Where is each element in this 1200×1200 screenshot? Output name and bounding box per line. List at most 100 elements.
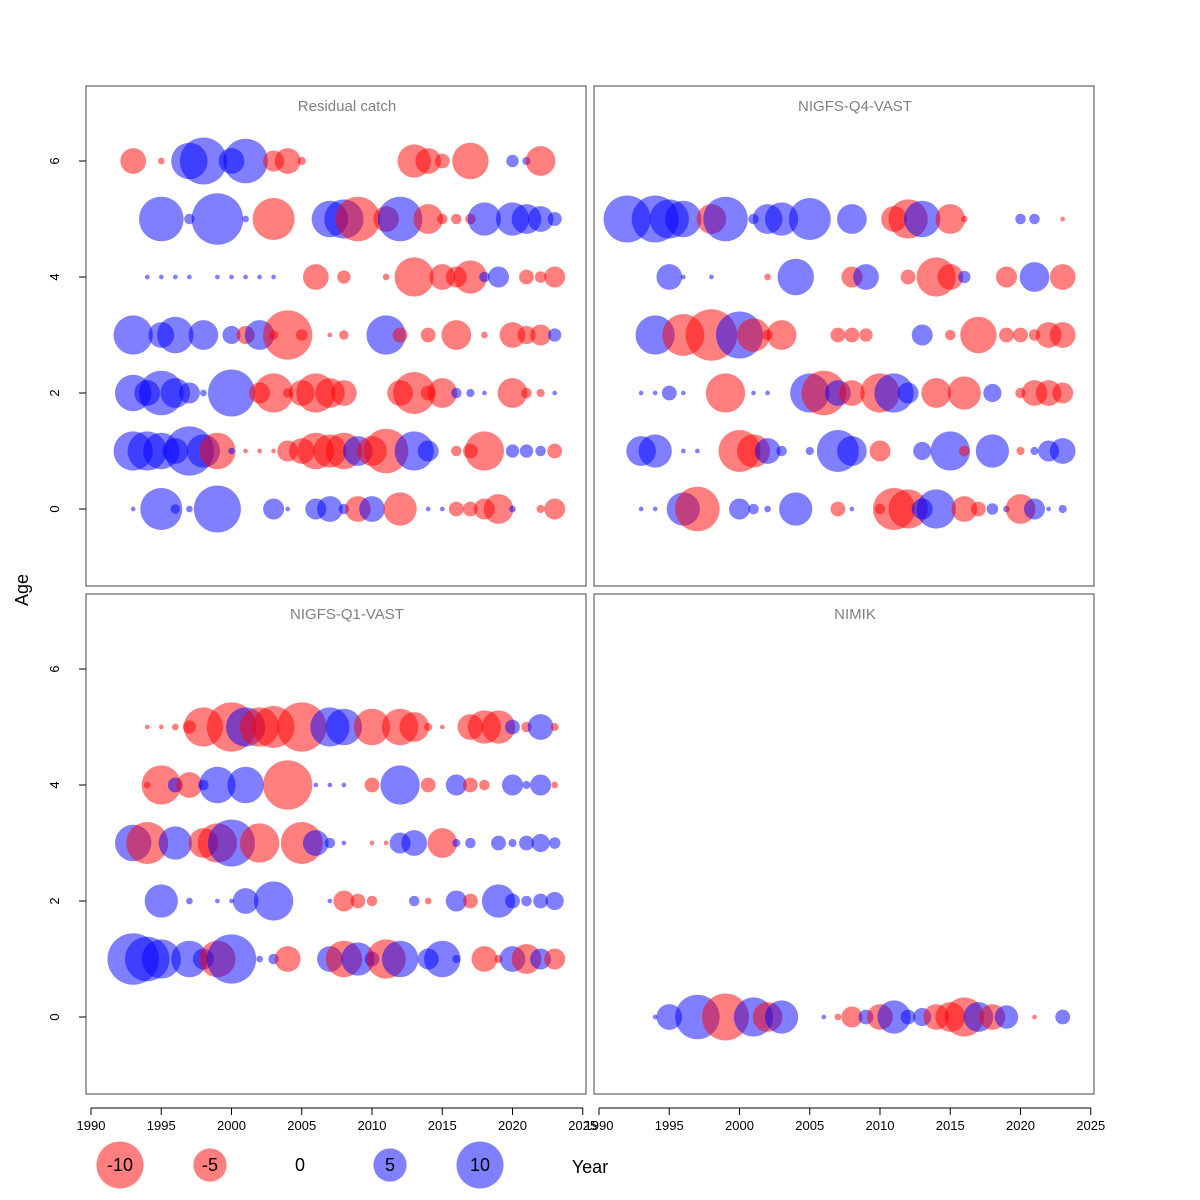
residual-bubble-nigfs-q4-vast [900,269,916,285]
residual-bubble-residual-catch [157,316,194,354]
panel-title-nigfs-q1-vast: NIGFS-Q1-VAST [290,606,404,623]
residual-bubble-residual-catch [363,428,409,474]
residual-bubble-nigfs-q1-vast [408,895,420,907]
panel-frame-nigfs-q1-vast [85,593,587,1095]
residual-bubble-nigfs-q4-vast [1060,216,1066,222]
residual-bubble-nigfs-q4-vast [705,373,746,413]
residual-bubble-residual-catch [483,494,514,524]
residual-bubble-residual-catch [497,378,528,408]
residual-bubble-residual-catch [377,196,423,242]
residual-bubble-nigfs-q4-vast [638,434,672,468]
residual-bubble-residual-catch [188,320,219,350]
residual-bubble-nigfs-q4-vast [947,376,981,410]
residual-bubble-residual-catch [257,448,262,454]
residual-bubble-nigfs-q1-vast [324,837,336,849]
residual-bubble-residual-catch [544,266,566,288]
residual-bubble-nigfs-q1-vast [206,934,257,984]
x-tick-label: 2025 [1076,1118,1105,1133]
residual-bubble-nigfs-q1-vast [420,777,436,793]
residual-bubble-residual-catch [517,325,536,345]
residual-bubble-nigfs-q1-vast [383,840,389,846]
legend-bubble [373,1148,407,1182]
residual-bubble-nigfs-q1-vast [548,837,561,849]
residual-bubble-nimik [764,1000,799,1034]
residual-bubble-nigfs-q1-vast [171,723,179,731]
residual-bubble-nigfs-q1-vast [232,888,259,914]
residual-bubble-residual-catch [199,432,236,470]
residual-bubble-nigfs-q1-vast [341,840,347,846]
residual-bubble-nigfs-q4-vast [764,273,771,281]
residual-bubble-nigfs-q1-vast [253,881,294,921]
legend-bubble [456,1141,504,1189]
residual-bubble-nigfs-q4-vast [1049,438,1076,464]
residual-bubble-residual-catch [420,327,436,343]
x-tick-label: 2000 [725,1118,754,1133]
residual-bubble-nigfs-q4-vast [935,204,966,234]
residual-bubble-nigfs-q1-vast [399,712,430,742]
residual-bubble-residual-catch [229,274,234,280]
residual-bubble-nigfs-q4-vast [652,390,658,396]
residual-bubble-residual-catch [427,378,458,408]
residual-bubble-nigfs-q4-vast [766,320,797,350]
residual-bubble-nigfs-q1-vast [208,819,255,867]
residual-bubble-nimik [834,1013,842,1021]
residual-bubble-nigfs-q1-vast [445,890,467,912]
residual-bubble-residual-catch [271,448,276,454]
residual-bubble-residual-catch [544,498,566,520]
residual-bubble-nigfs-q4-vast [975,434,1010,468]
x-tick-label: 2010 [358,1118,387,1133]
residual-bubble-residual-catch [187,274,192,280]
residual-bubble-nigfs-q4-vast [680,448,686,454]
x-tick-label: 1990 [77,1118,106,1133]
residual-bubble-residual-catch [415,148,442,174]
residual-bubble-nigfs-q1-vast [325,708,363,746]
residual-bubble-nigfs-q1-vast [452,838,461,848]
residual-bubble-nigfs-q4-vast [869,440,891,462]
residual-bubble-nigfs-q1-vast [369,840,375,846]
residual-bubble-nigfs-q4-vast [853,264,879,290]
residual-bubble-residual-catch [536,504,545,514]
residual-bubble-residual-catch [200,389,207,397]
residual-bubble-nigfs-q1-vast [544,948,566,970]
residual-bubble-nigfs-q1-vast [401,830,428,856]
residual-bubble-nigfs-q4-vast [937,264,964,290]
residual-bubble-nigfs-q1-vast [199,766,236,804]
residual-bubble-residual-catch [534,271,547,283]
residual-bubble-residual-catch [509,505,516,513]
residual-bubble-nigfs-q1-vast [465,837,476,849]
residual-bubble-nigfs-q1-vast [439,724,445,730]
residual-bubble-nigfs-q1-vast [508,838,517,848]
legend-label: 0 [295,1155,305,1175]
x-tick-label: 1995 [655,1118,684,1133]
residual-bubble-nimik [656,1004,683,1030]
residual-bubble-residual-catch [139,196,184,242]
residual-bubble-nimik [1032,1014,1037,1020]
residual-bubble-residual-catch [274,148,301,174]
residual-bubble-residual-catch [547,443,563,459]
residual-bubble-residual-catch [302,264,329,290]
legend-label: -5 [202,1155,218,1175]
residual-bubble-nigfs-q4-vast [736,318,771,352]
residual-bubble-residual-catch [317,496,343,522]
residual-bubble-nigfs-q4-vast [960,316,997,354]
residual-bubble-residual-catch [178,382,200,404]
residual-bubble-nigfs-q4-vast [888,489,928,529]
residual-bubble-nigfs-q1-vast [462,893,478,909]
residual-bubble-nigfs-q1-vast [481,710,516,744]
residual-bubble-nigfs-q4-vast [638,390,644,396]
residual-bubble-nigfs-q1-vast [551,781,559,789]
residual-bubble-residual-catch [327,332,333,338]
residual-bubble-residual-catch [222,325,241,345]
residual-bubble-residual-catch [172,274,178,280]
residual-bubble-nigfs-q4-vast [703,196,748,242]
residual-bubble-nigfs-q1-vast [479,779,490,791]
panel-title-nimik: NIMIK [834,606,876,623]
panel-frame-nimik [593,593,1095,1095]
residual-bubble-nigfs-q1-vast [302,830,329,856]
residual-bubble-residual-catch [441,320,472,350]
residual-bubble-residual-catch [451,445,462,457]
residual-bubble-nigfs-q1-vast [545,891,564,911]
residual-bubble-residual-catch [535,445,546,457]
y-tick-label: 6 [47,665,62,672]
